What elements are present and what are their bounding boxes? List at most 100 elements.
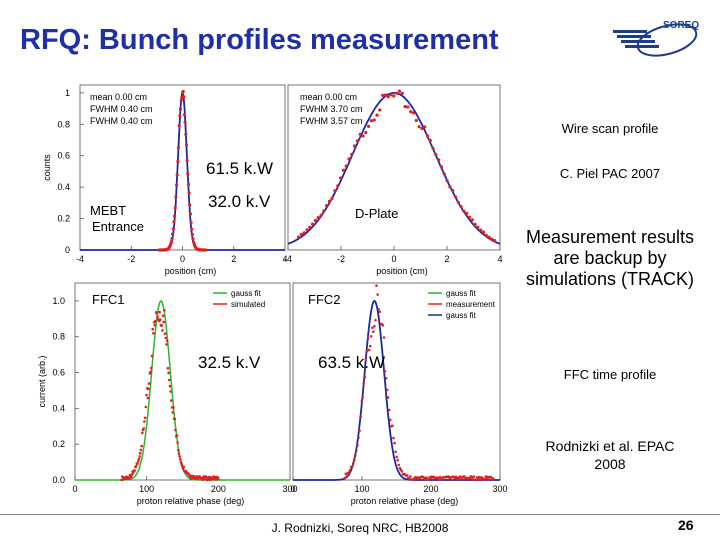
data-point <box>190 477 193 481</box>
data-point <box>361 134 365 138</box>
stats-line: mean 0.00 cm <box>90 92 147 102</box>
x-tick-label: 0 <box>391 254 396 264</box>
data-point <box>451 188 455 193</box>
data-point <box>449 476 453 479</box>
data-point <box>175 183 179 187</box>
x-axis-label: proton relative phase (deg) <box>137 496 245 506</box>
data-point <box>389 93 393 97</box>
stats-line: mean 0.00 cm <box>300 92 357 102</box>
data-point <box>190 227 194 231</box>
data-point <box>454 475 458 479</box>
x-tick-label: 300 <box>282 484 297 494</box>
data-point <box>437 158 441 162</box>
data-point <box>204 248 208 252</box>
data-point <box>378 108 382 112</box>
data-point <box>180 462 183 466</box>
data-point <box>171 232 175 236</box>
data-point <box>386 396 390 399</box>
data-point <box>364 357 368 361</box>
data-point <box>158 310 161 314</box>
data-point <box>357 436 360 440</box>
data-point <box>486 475 490 479</box>
data-point <box>172 220 176 224</box>
x-tick-label: 200 <box>423 484 438 494</box>
data-point <box>147 387 150 391</box>
x-axis-label: position (cm) <box>376 266 428 276</box>
data-point <box>397 463 401 467</box>
data-point <box>456 200 460 204</box>
data-point <box>183 120 187 124</box>
x-tick-label: 200 <box>211 484 226 494</box>
data-point <box>175 434 179 437</box>
data-point <box>161 314 165 318</box>
data-point <box>366 336 370 340</box>
slide-title: RFQ: Bunch profiles measurement <box>20 24 499 56</box>
gauss-fit-curve <box>293 299 500 481</box>
data-point <box>348 468 352 472</box>
data-point <box>396 458 400 462</box>
data-point <box>313 218 317 223</box>
data-point <box>161 329 164 332</box>
data-point <box>325 204 329 208</box>
voltage-annotation: 61.5 k.W <box>206 159 273 178</box>
data-point <box>372 330 375 334</box>
data-point <box>400 470 404 473</box>
y-tick-label: 1.0 <box>52 296 65 306</box>
data-point <box>169 242 173 246</box>
data-point <box>417 125 421 129</box>
x-tick-label: 2 <box>444 254 449 264</box>
data-point <box>491 477 495 480</box>
x-tick-label: -4 <box>76 254 84 264</box>
logo-text: SOREQ <box>663 20 699 31</box>
panel-label: D-Plate <box>355 206 398 221</box>
data-point <box>141 431 144 435</box>
data-point <box>368 344 372 348</box>
voltage-annotation: 63.5 k.W <box>318 353 385 372</box>
data-point <box>152 332 155 335</box>
legend-entry: gauss fit <box>446 311 477 320</box>
data-point <box>208 478 212 482</box>
data-point <box>136 460 140 463</box>
data-point <box>138 455 141 458</box>
data-point <box>172 406 175 409</box>
y-tick-label: 0.2 <box>57 214 70 224</box>
citation-rodnizki: Rodnizki et al. EPAC 2008 <box>545 438 675 472</box>
data-point <box>163 309 166 312</box>
data-point <box>316 216 320 220</box>
data-point <box>173 206 177 210</box>
legend-entry: simulated <box>231 300 265 309</box>
y-tick-label: 0.8 <box>52 332 65 342</box>
data-point <box>178 455 181 458</box>
data-point <box>149 370 152 374</box>
data-point <box>330 196 334 200</box>
data-point <box>344 164 348 168</box>
data-point <box>465 211 469 215</box>
x-axis-label: position (cm) <box>165 266 217 276</box>
data-point <box>311 222 315 226</box>
data-point <box>479 228 483 232</box>
data-point <box>358 429 361 432</box>
data-point <box>355 139 359 143</box>
data-point <box>448 185 452 189</box>
data-point <box>188 203 192 207</box>
data-point <box>372 118 376 122</box>
data-point <box>483 477 486 481</box>
voltage-annotation: 32.0 k.V <box>208 192 271 211</box>
data-point <box>409 475 412 478</box>
data-point <box>163 332 167 336</box>
data-point <box>344 472 348 476</box>
data-point <box>308 225 312 229</box>
x-tick-label: 0 <box>290 484 295 494</box>
data-point <box>175 173 179 177</box>
data-point <box>176 441 179 444</box>
data-point <box>139 448 143 452</box>
data-point <box>392 436 395 440</box>
data-point <box>377 308 381 311</box>
data-point <box>177 124 181 128</box>
data-point <box>179 458 182 461</box>
data-point <box>154 319 157 323</box>
data-point <box>383 93 387 97</box>
data-point <box>361 396 365 399</box>
data-point <box>151 327 154 331</box>
page-number: 26 <box>678 517 694 533</box>
